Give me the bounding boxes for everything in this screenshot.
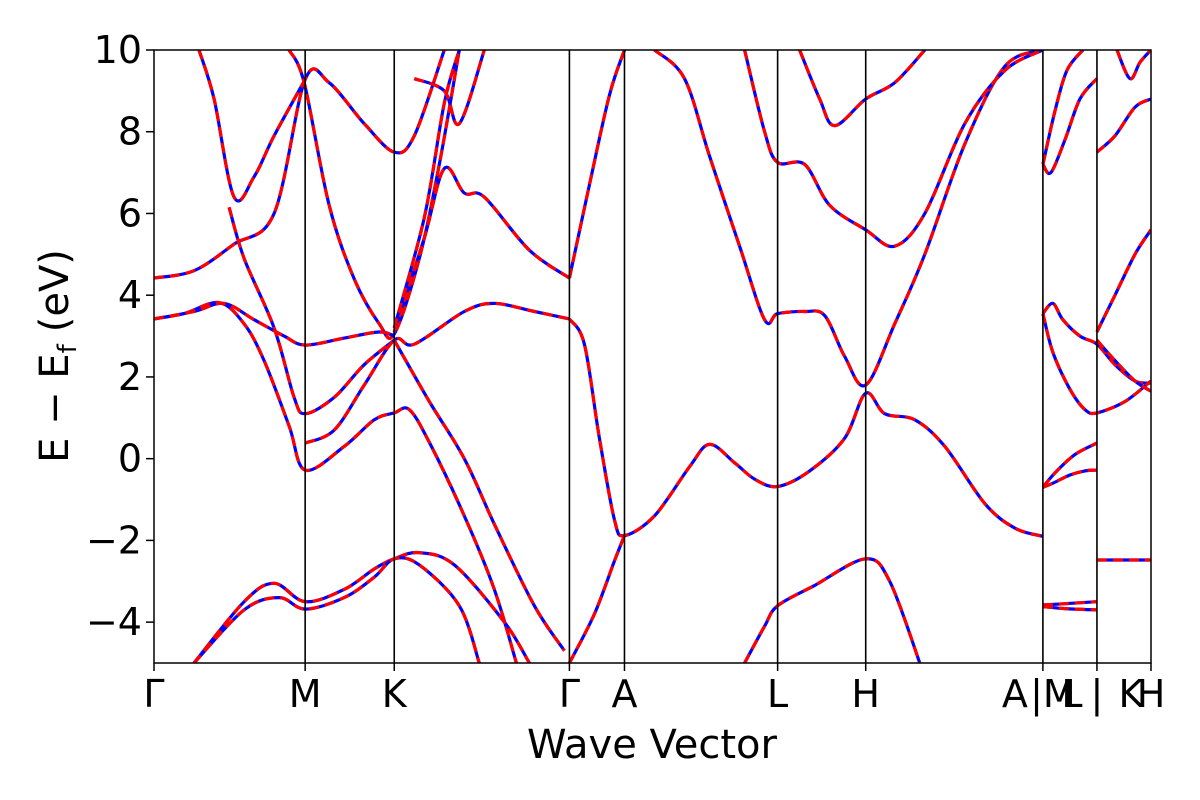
band-24-dashed xyxy=(1041,313,1151,416)
band-14-dashed xyxy=(568,317,1044,538)
x-axis-label: Wave Vector xyxy=(527,722,778,768)
band-26-dashed xyxy=(1041,441,1098,489)
y-axis-ticks: −4 −2 0 2 4 6 8 10 xyxy=(86,28,154,644)
band-8-solid xyxy=(392,339,566,652)
x-tick-label: Γ xyxy=(143,672,164,716)
band-lines xyxy=(154,50,1151,663)
high-symmetry-lines xyxy=(304,50,1098,663)
band-7-solid xyxy=(304,301,570,445)
band-11-dashed xyxy=(413,50,486,127)
x-tick-label: L xyxy=(1061,672,1082,716)
band-19-solid xyxy=(798,50,926,128)
x-tick-label: A xyxy=(1002,672,1028,716)
band-18-dashed xyxy=(743,50,1044,249)
band-1-solid xyxy=(154,50,446,280)
y-axis-label-unit: (eV) xyxy=(32,249,78,332)
band-23-dashed xyxy=(1041,301,1151,385)
y-tick-label: −4 xyxy=(86,600,142,644)
band-18-solid xyxy=(743,50,1044,249)
y-axis-label-subscript: f xyxy=(53,343,83,353)
x-tick-label: K xyxy=(382,672,408,716)
y-tick-label: 10 xyxy=(94,28,142,72)
svg-text:E − Ef(eV): E − Ef (eV) xyxy=(32,249,83,463)
plot-frame xyxy=(153,49,1152,664)
band-9-dashed xyxy=(392,165,571,333)
band-3-dashed xyxy=(197,50,307,203)
band-15-dashed xyxy=(567,534,626,663)
x-tick-label: | xyxy=(1091,672,1104,717)
band-2-dashed xyxy=(154,300,518,663)
band-33-dashed xyxy=(1115,50,1151,81)
x-tick-label: L xyxy=(767,672,788,716)
x-tick-label: |M xyxy=(1030,672,1076,717)
y-tick-label: 6 xyxy=(118,191,142,235)
band-28-dashed xyxy=(1042,605,1097,612)
x-tick-label: Γ xyxy=(559,672,580,716)
band-5-dashed xyxy=(287,50,461,340)
y-tick-label: 8 xyxy=(118,110,142,154)
band-25-dashed xyxy=(1042,468,1097,489)
band-6-dashed xyxy=(154,301,395,347)
band-27-dashed xyxy=(1042,600,1097,607)
band-21-dashed xyxy=(1041,77,1099,176)
x-tick-label: K xyxy=(1119,672,1145,716)
band-17-dashed xyxy=(653,50,1044,388)
band-7-dashed xyxy=(304,301,570,445)
x-tick-label: H xyxy=(1137,672,1166,716)
band-10-solid xyxy=(392,50,461,329)
band-14-solid xyxy=(568,317,1044,538)
y-tick-label: −2 xyxy=(86,518,142,562)
band-12-dashed xyxy=(192,550,531,663)
x-axis-ticks: Γ M K Γ A L H A |ML | KH xyxy=(143,663,1165,717)
band-13-dashed xyxy=(192,556,481,663)
y-tick-label: 0 xyxy=(118,437,142,481)
band-4-dashed xyxy=(227,206,396,416)
band-19-dashed xyxy=(798,50,926,128)
band-26-solid xyxy=(1041,441,1098,489)
y-tick-label: 4 xyxy=(118,273,142,317)
band-16-dashed xyxy=(567,50,627,279)
band-8-dashed xyxy=(392,339,566,652)
band-32-dashed xyxy=(1095,97,1151,154)
x-tick-label: H xyxy=(851,672,880,716)
band-1-dashed xyxy=(154,50,446,280)
band-22-dashed xyxy=(1041,50,1085,165)
band-31-dashed xyxy=(1095,339,1151,393)
y-axis-label-main: E − E xyxy=(32,353,78,463)
band-30-dashed xyxy=(1095,228,1151,333)
y-tick-label: 2 xyxy=(118,355,142,399)
band-20-dashed xyxy=(743,557,922,663)
x-tick-label: A xyxy=(611,672,637,716)
band-10-dashed xyxy=(392,50,461,329)
y-axis-label: E − Ef (eV) xyxy=(32,249,83,463)
x-tick-label: M xyxy=(289,672,322,716)
